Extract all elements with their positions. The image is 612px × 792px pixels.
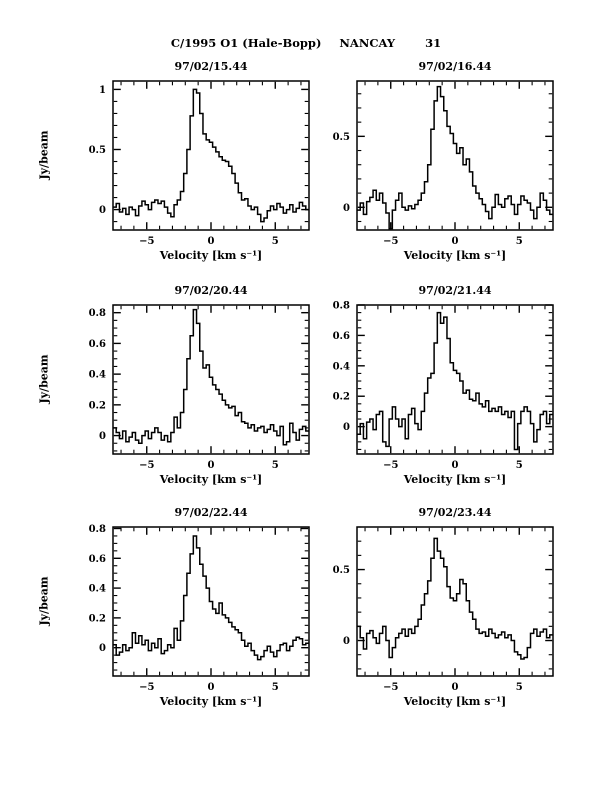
svg-text:0.6: 0.6 [89,554,106,565]
svg-text:0.8: 0.8 [89,524,106,535]
svg-text:0: 0 [343,203,350,214]
svg-text:0.6: 0.6 [89,339,106,350]
svg-text:5: 5 [516,236,523,247]
svg-text:0: 0 [452,460,459,471]
svg-text:5: 5 [516,460,523,471]
x-axis-label: Velocity [km s⁻¹] [159,249,263,262]
svg-text:0.2: 0.2 [333,392,350,403]
spectrum-plot: −5 0 5 0 0.5 1 [89,80,310,247]
spectrum-plot: −5 0 5 0 0.5 [333,526,554,693]
svg-text:0: 0 [452,236,459,247]
spectrum-panel: 97/02/22.44 Jy/beam −5 0 5 0 0.2 0.4 0.6 0.8 Ve… [28,506,323,712]
svg-text:−5: −5 [383,236,398,247]
svg-text:0.8: 0.8 [333,301,350,312]
panel-title: 97/02/16.44 [418,60,492,73]
svg-text:5: 5 [272,460,279,471]
svg-text:−5: −5 [139,460,154,471]
panel-title: 97/02/22.44 [174,506,248,519]
svg-text:5: 5 [272,236,279,247]
page-header: C/1995 O1 (Hale-Bopp) NANCAY 31 [0,36,612,50]
spectrum-panel: 97/02/15.44 Jy/beam −5 0 5 0 0.5 1 Velocity [… [28,60,323,266]
spectrum-plot: −5 0 5 0 0.5 [333,80,554,247]
observatory-name: NANCAY [339,36,396,50]
svg-text:0: 0 [343,636,350,647]
svg-text:−5: −5 [383,460,398,471]
svg-text:5: 5 [272,682,279,693]
svg-text:−5: −5 [139,682,154,693]
svg-text:1: 1 [99,85,106,96]
spectrum-panel: 97/02/21.44 −5 0 5 0 0.2 0.4 0.6 0.8 Velocity [… [272,284,567,490]
svg-text:0: 0 [99,643,106,654]
x-axis-label: Velocity [km s⁻¹] [403,249,507,262]
svg-text:0: 0 [99,431,106,442]
svg-text:0.6: 0.6 [333,331,350,342]
spectrum-plot: −5 0 5 0 0.2 0.4 0.6 0.8 [89,524,310,693]
spectrum-panel: 97/02/20.44 Jy/beam −5 0 5 0 0.2 0.4 0.6 0.8 Ve… [28,284,323,490]
svg-text:0.2: 0.2 [89,613,106,624]
x-axis-label: Velocity [km s⁻¹] [159,695,263,708]
panel-title: 97/02/15.44 [174,60,248,73]
panel-title: 97/02/23.44 [418,506,492,519]
comet-designation: C/1995 O1 (Hale-Bopp) [170,36,322,50]
svg-text:0.4: 0.4 [333,361,350,372]
x-axis-label: Velocity [km s⁻¹] [159,473,263,486]
svg-text:0.5: 0.5 [333,565,350,576]
page-number: 31 [425,36,442,50]
svg-text:0.5: 0.5 [333,132,350,143]
svg-text:5: 5 [516,682,523,693]
svg-text:0.2: 0.2 [89,400,106,411]
panel-title: 97/02/20.44 [174,284,248,297]
x-axis-label: Velocity [km s⁻¹] [403,473,507,486]
spectrum-plot: −5 0 5 0 0.2 0.4 0.6 0.8 [89,304,310,471]
svg-text:0: 0 [208,682,215,693]
svg-text:−5: −5 [383,682,398,693]
svg-text:0.5: 0.5 [89,145,106,156]
svg-text:0: 0 [99,205,106,216]
svg-text:0: 0 [208,236,215,247]
svg-text:0: 0 [343,422,350,433]
x-axis-label: Velocity [km s⁻¹] [403,695,507,708]
svg-text:−5: −5 [139,236,154,247]
svg-text:0.4: 0.4 [89,370,106,381]
svg-text:0: 0 [452,682,459,693]
spectrum-panel: 97/02/16.44 −5 0 5 0 0.5 Velocity [km s⁻¹] [272,60,567,266]
spectrum-panel: 97/02/23.44 −5 0 5 0 0.5 Velocity [km s⁻¹] [272,506,567,712]
svg-text:0.8: 0.8 [89,308,106,319]
panel-title: 97/02/21.44 [418,284,492,297]
svg-text:0.4: 0.4 [89,584,106,595]
spectrum-plot: −5 0 5 0 0.2 0.4 0.6 0.8 [333,301,554,471]
svg-text:0: 0 [208,460,215,471]
